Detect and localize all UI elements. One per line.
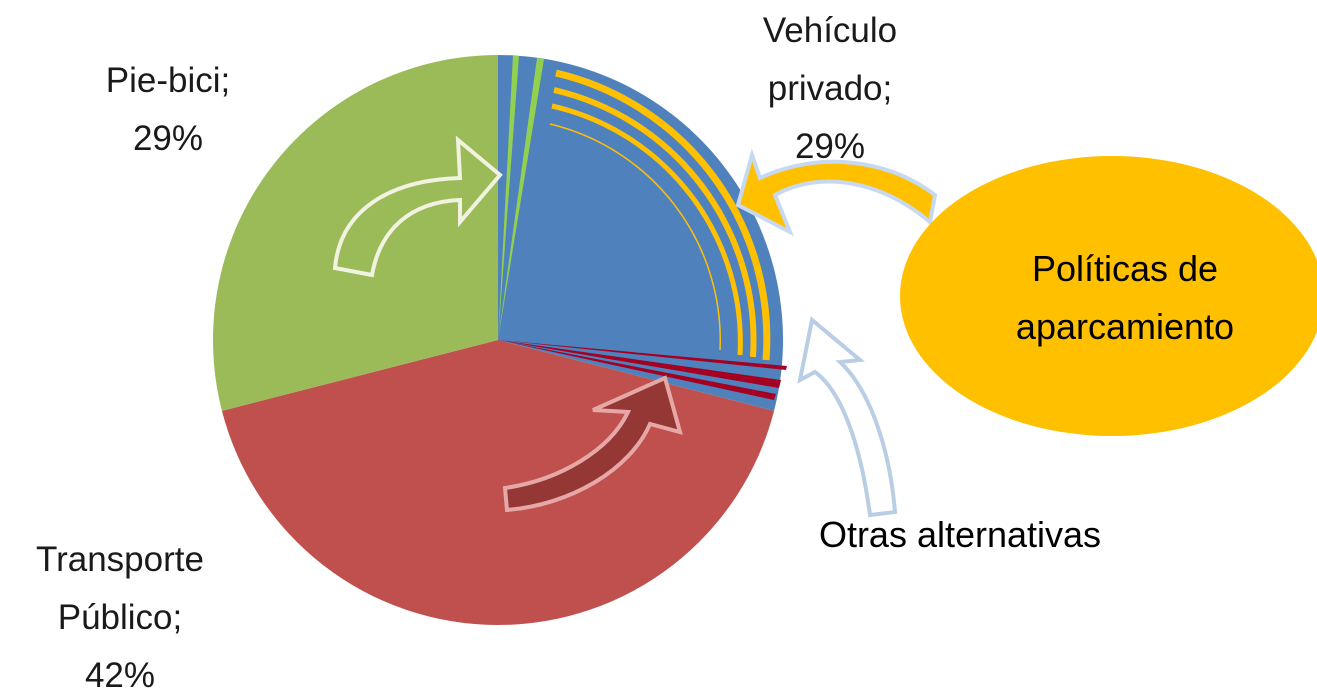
red-stripe [498, 340, 787, 370]
green-arrow [332, 135, 503, 278]
slice [498, 55, 783, 411]
red-stripe [498, 340, 781, 388]
slice-label: Vehículo privado; 29% [720, 2, 940, 176]
red-stripe [498, 340, 776, 400]
slice [212, 55, 498, 411]
value-label: 29% [794, 127, 866, 166]
yellow-stripe [553, 87, 757, 358]
blue-arrow [797, 316, 898, 518]
yellow-stripe [555, 69, 771, 361]
yellow-stripe [549, 123, 721, 351]
stripes [498, 55, 787, 400]
yellow-stripe [551, 103, 743, 356]
category-label: Transporte Público; [36, 540, 204, 637]
red-arrow [502, 375, 683, 513]
category-label: Vehículo privado; [762, 11, 898, 108]
annotation: Otras alternativas [818, 514, 1102, 555]
slices [212, 55, 783, 626]
category-label: Pie-bici; [105, 61, 231, 100]
orange-arrow [735, 148, 938, 237]
annotation: Políticas de aparcamiento [1015, 248, 1235, 347]
slice-label: Transporte Público; 42% [0, 531, 240, 695]
annotation-bubble [900, 156, 1317, 436]
slice-label: Pie-bici; 29% [58, 52, 278, 168]
green-stripe [498, 55, 519, 340]
value-label: 42% [84, 656, 156, 695]
value-label: 29% [132, 119, 204, 158]
green-stripe [498, 58, 544, 340]
